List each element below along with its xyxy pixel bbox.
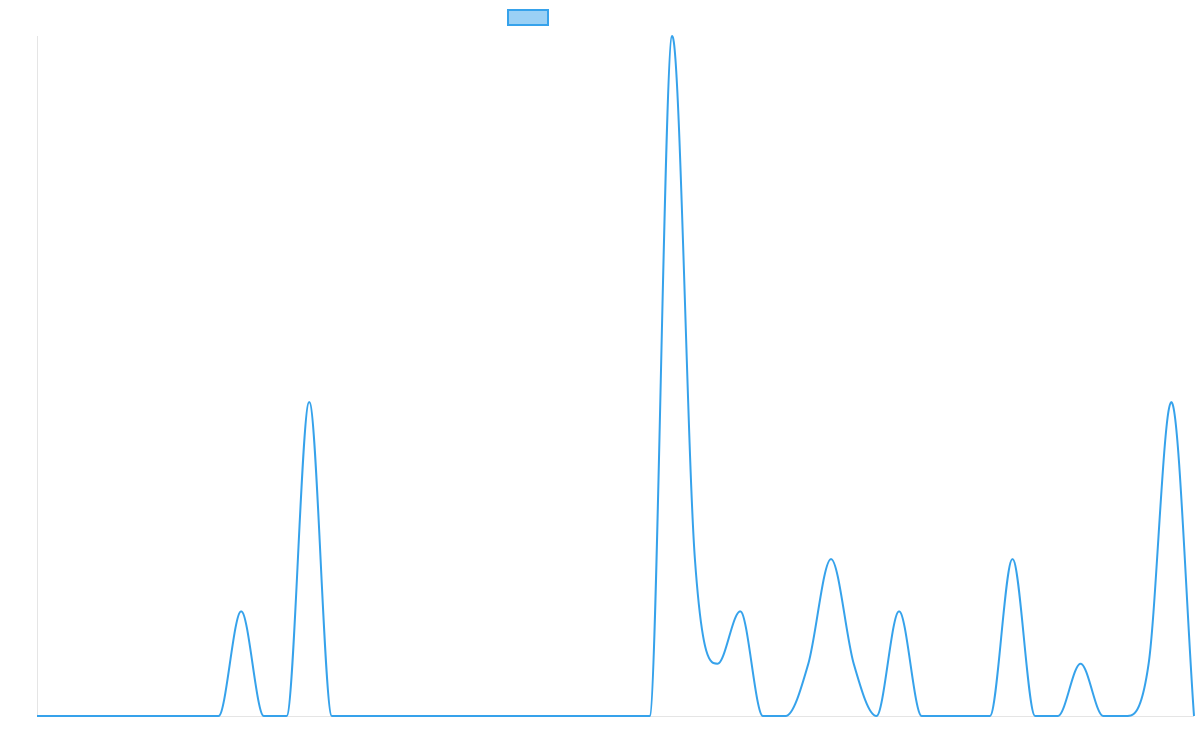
line — [37, 34, 1195, 718]
legend-swatch — [507, 9, 549, 26]
